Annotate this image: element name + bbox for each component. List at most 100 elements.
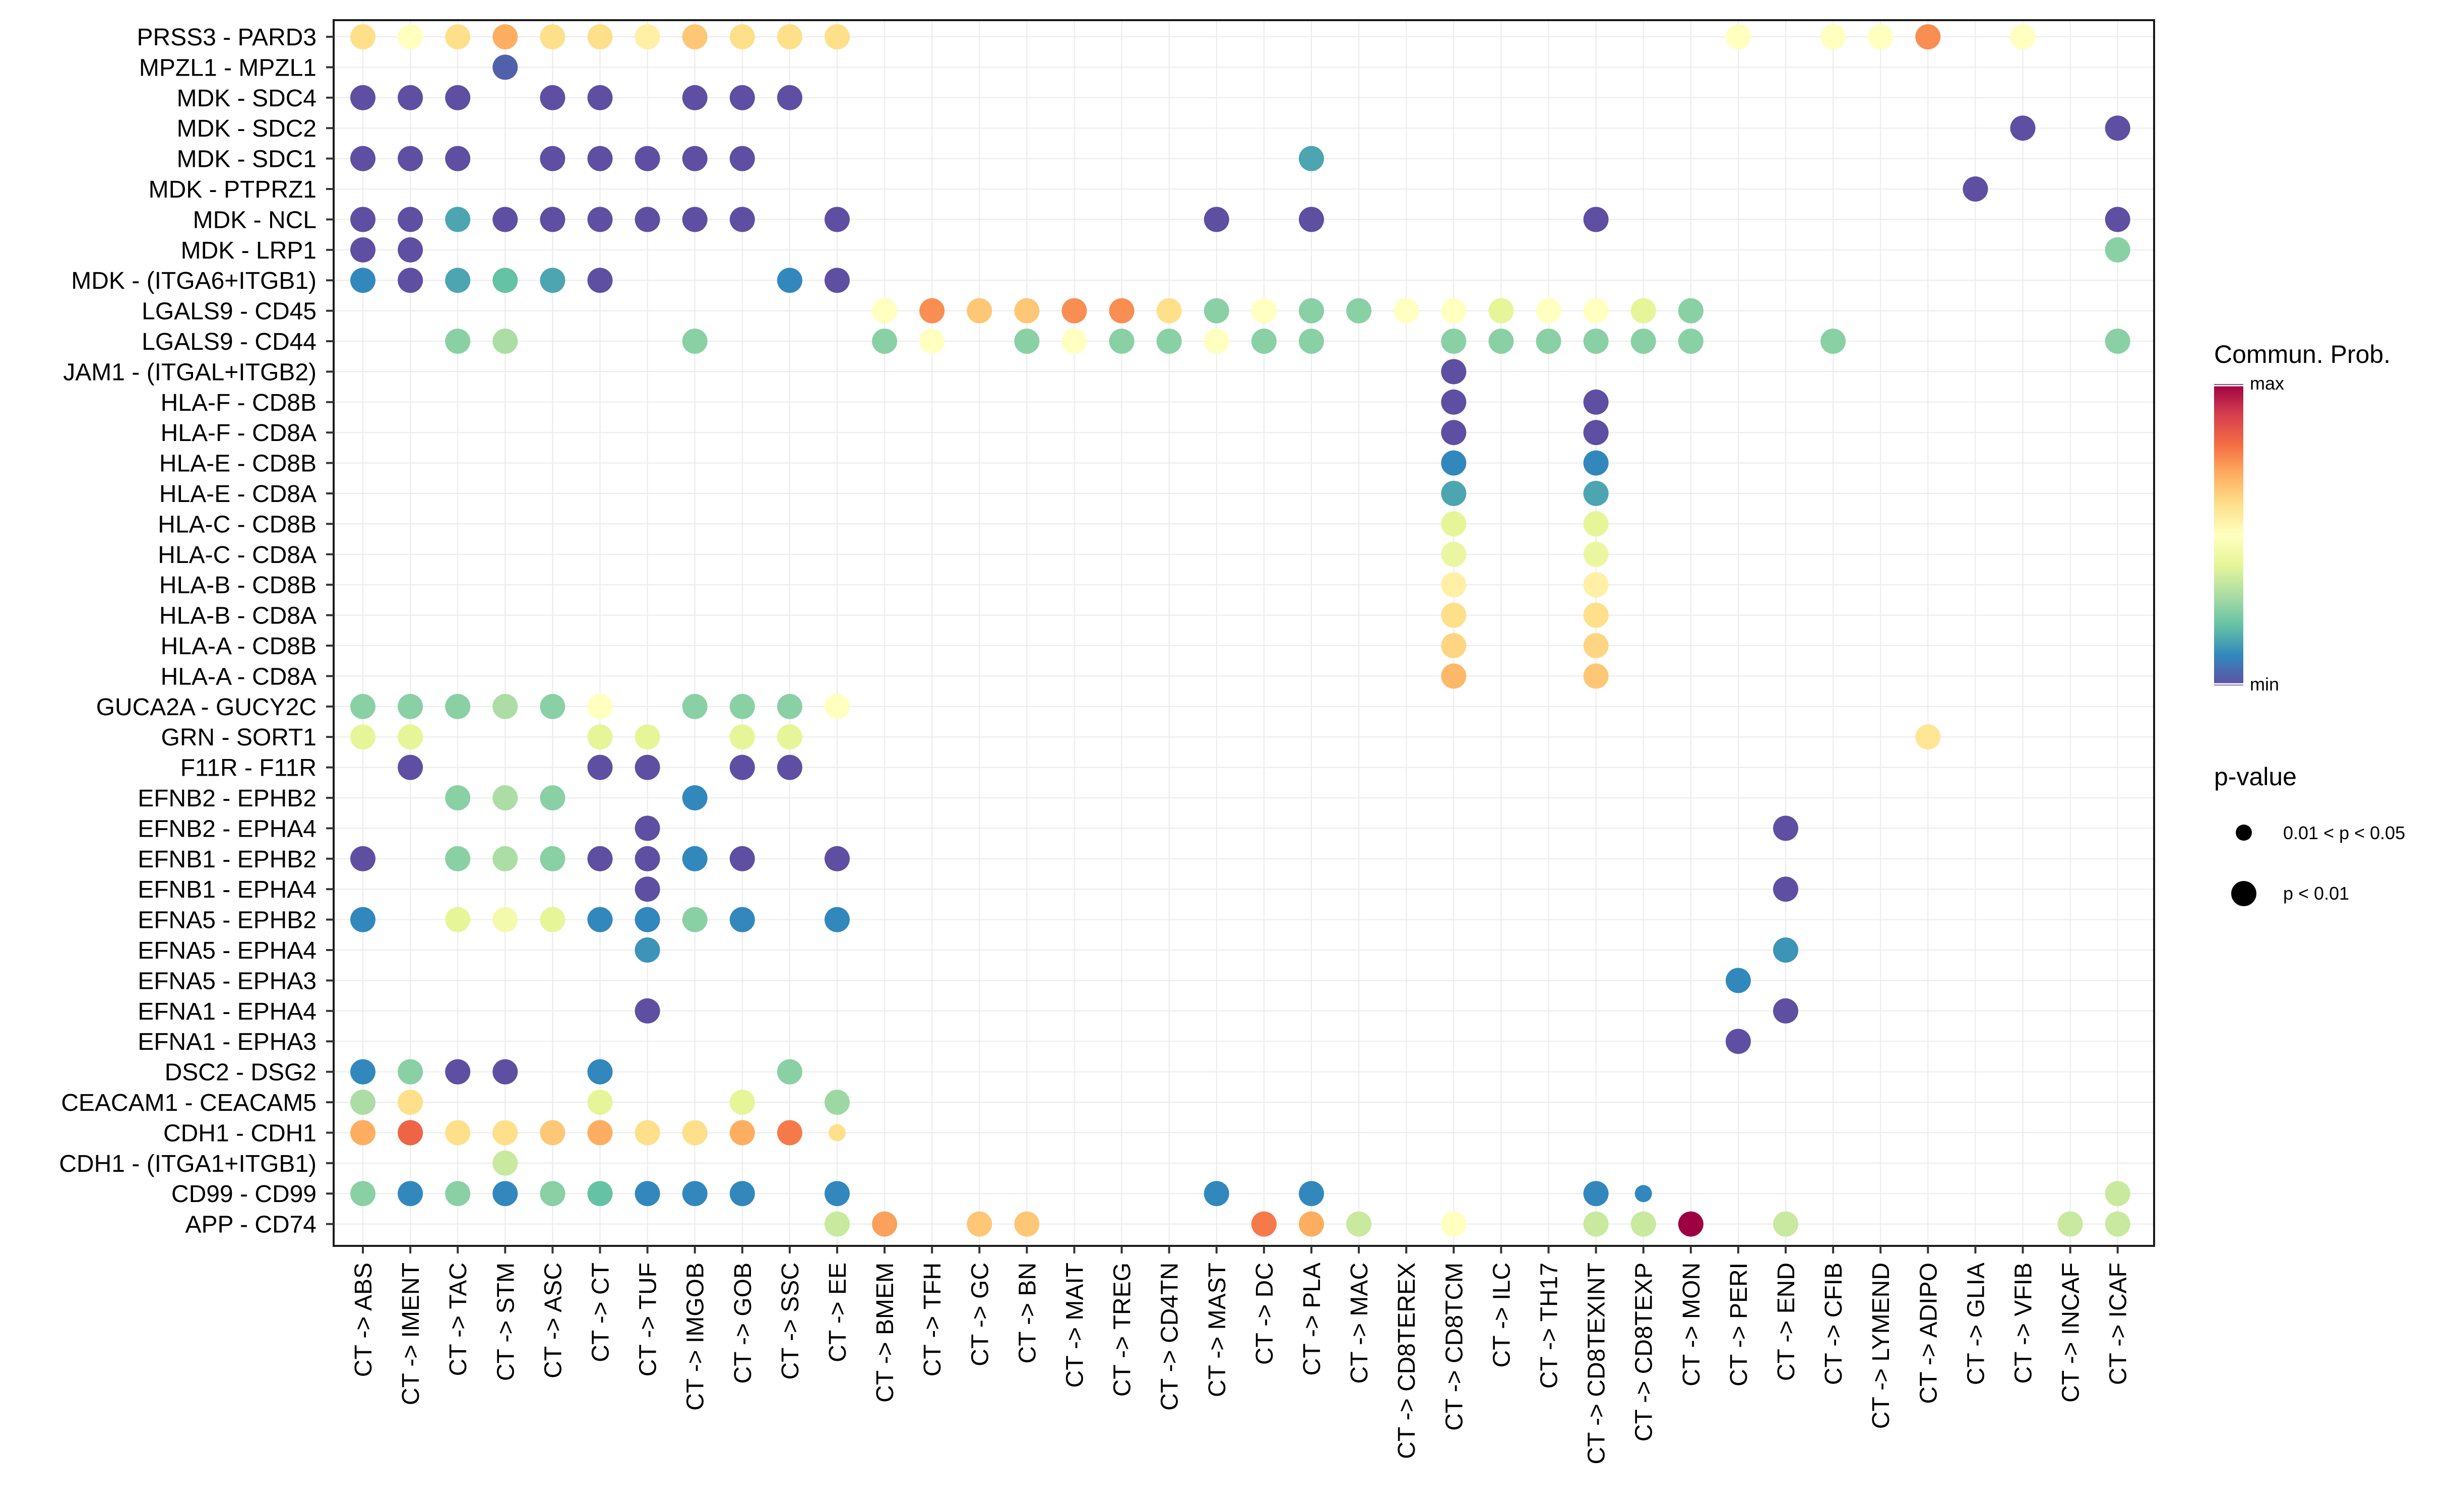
y-tick-label: HLA-F - CD8B	[161, 390, 317, 416]
x-tick-label: CT -> GC	[967, 1263, 993, 1366]
y-tick-label: HLA-B - CD8A	[159, 603, 317, 629]
y-tick-label: HLA-B - CD8B	[159, 572, 317, 599]
dot-lgals9-cd44-ct-icaf	[2105, 329, 2130, 354]
y-tick-label: MDK - PTPRZ1	[149, 176, 317, 203]
dot-cd99-cd99-ct-tuf	[635, 1181, 660, 1207]
x-tick-label: CT -> ADIPO	[1915, 1263, 1942, 1404]
x-tick-label: CT -> ICAF	[2105, 1263, 2132, 1385]
dot-grn-sort1-ct-ct	[587, 724, 613, 750]
dot-hla-f-cd8b-ct-cd8texint	[1583, 389, 1609, 415]
dot-mdk-ncl-ct-ee	[825, 207, 850, 232]
plot-panel-border	[333, 19, 2155, 1247]
dot-mdk-itga6-itgb1-ct-stm	[492, 268, 518, 293]
y-tick-label: MDK - (ITGA6+ITGB1)	[71, 268, 317, 294]
dot-lgals9-cd44-ct-th17	[1536, 329, 1561, 354]
dot-app-cd74-ct-mac	[1346, 1211, 1372, 1237]
dot-prss3-pard3-ct-adipo	[1915, 24, 1941, 49]
dot-mdk-lrp1-ct-iment	[398, 237, 423, 263]
x-tick-label: CT -> MAST	[1204, 1263, 1231, 1397]
x-tick-label: CT -> ILC	[1488, 1263, 1515, 1368]
dot-app-cd74-ct-dc	[1251, 1211, 1277, 1237]
x-tick-label: CT -> DC	[1251, 1263, 1278, 1365]
x-tick-label: CT -> CD4TN	[1157, 1263, 1183, 1411]
dot-mdk-sdc1-ct-pla	[1299, 146, 1324, 171]
x-axis-labels: CT -> ABS CT -> IMENT CT -> TAC CT -> STM CT…	[350, 1246, 2132, 1465]
dot-cd99-cd99-ct-pla	[1299, 1181, 1324, 1207]
x-tick-label: CT -> BN	[1014, 1263, 1041, 1363]
dot-mdk-sdc1-ct-ct	[587, 146, 613, 171]
dot-lgals9-cd44-ct-cfib	[1820, 329, 1846, 354]
x-tick-label: CT -> SSC	[777, 1263, 804, 1380]
dot-efnb1-ephb2-ct-asc	[540, 846, 565, 871]
dot-app-cd74-ct-bn	[1014, 1211, 1040, 1237]
dot-efna5-epha4-ct-tuf	[635, 937, 660, 963]
dot-lgals9-cd44-ct-mast	[1204, 329, 1229, 354]
dot-lgals9-cd45-ct-dc	[1251, 298, 1277, 324]
y-tick-label: APP - CD74	[185, 1212, 317, 1238]
dot-hla-a-cd8a-ct-cd8tcm	[1441, 663, 1467, 689]
dot-efna1-epha3-ct-peri	[1725, 1029, 1751, 1054]
dot-efnb1-ephb2-ct-tac	[445, 846, 471, 871]
dot-grn-sort1-ct-abs	[350, 724, 375, 750]
dot-hla-f-cd8a-ct-cd8tcm	[1441, 420, 1467, 446]
y-tick-label: MDK - LRP1	[181, 237, 317, 264]
x-tick-label: CT -> MAC	[1346, 1263, 1373, 1383]
color-legend-min-label: min	[2250, 674, 2279, 695]
dot-mdk-sdc1-ct-gob	[729, 146, 755, 171]
dot-efnb2-ephb2-ct-asc	[540, 785, 565, 810]
dot-mdk-sdc4-ct-tac	[445, 85, 471, 110]
dot-mdk-itga6-itgb1-ct-asc	[540, 268, 565, 293]
dot-efnb2-epha4-ct-tuf	[635, 815, 660, 841]
dot-efnb1-ephb2-ct-imgob	[682, 846, 708, 871]
y-tick-label: HLA-E - CD8A	[159, 481, 317, 508]
dot-lgals9-cd44-ct-tac	[445, 329, 471, 354]
y-tick-label: PRSS3 - PARD3	[137, 24, 317, 51]
y-tick-label: EFNA1 - EPHA3	[138, 1029, 317, 1055]
dot-ceacam1-ceacam5-ct-ct	[587, 1090, 613, 1115]
dot-lgals9-cd44-ct-mon	[1678, 329, 1704, 354]
dot-grn-sort1-ct-ssc	[777, 724, 802, 750]
dot-dsc2-dsg2-ct-stm	[492, 1059, 518, 1085]
dot-mdk-sdc1-ct-imgob	[682, 146, 708, 171]
dot-mdk-sdc4-ct-ssc	[777, 85, 802, 110]
dot-hla-e-cd8b-ct-cd8tcm	[1441, 450, 1467, 476]
dot-hla-c-cd8a-ct-cd8texint	[1583, 541, 1609, 567]
dot-lgals9-cd44-ct-bmem	[872, 329, 898, 354]
y-tick-label: EFNA5 - EPHA3	[138, 968, 317, 994]
dot-mdk-sdc4-ct-abs	[350, 85, 375, 110]
dot-lgals9-cd44-ct-cd8texint	[1583, 329, 1609, 354]
dot-lgals9-cd44-ct-imgob	[682, 329, 708, 354]
dot-prss3-pard3-ct-lymend	[1868, 24, 1894, 49]
color-legend-max-label: max	[2250, 373, 2284, 394]
dot-mdk-ncl-ct-gob	[729, 207, 755, 232]
y-tick-label: HLA-F - CD8A	[161, 420, 317, 447]
dot-grn-sort1-ct-iment	[398, 724, 423, 750]
dot-cd99-cd99-ct-gob	[729, 1181, 755, 1207]
dot-mdk-ptprz1-ct-glia	[1963, 176, 1988, 202]
dot-guca2a-gucy2c-ct-gob	[729, 694, 755, 719]
dot-guca2a-gucy2c-ct-stm	[492, 694, 518, 719]
dot-lgals9-cd44-ct-treg	[1109, 329, 1135, 354]
dot-ceacam1-ceacam5-ct-iment	[398, 1090, 423, 1115]
x-tick-label: CT -> EE	[825, 1263, 851, 1362]
dot-cdh1-cdh1-ct-stm	[492, 1120, 518, 1146]
dot-mdk-sdc4-ct-imgob	[682, 85, 708, 110]
dot-prss3-pard3-ct-tuf	[635, 24, 660, 49]
dot-lgals9-cd44-ct-pla	[1299, 329, 1324, 354]
dot-prss3-pard3-ct-stm	[492, 24, 518, 49]
dot-dsc2-dsg2-ct-ct	[587, 1059, 613, 1085]
dot-efnb1-ephb2-ct-abs	[350, 846, 375, 871]
color-legend-title: Commun. Prob.	[2214, 340, 2390, 368]
dot-mdk-sdc4-ct-asc	[540, 85, 565, 110]
dot-efna5-ephb2-ct-ee	[825, 907, 850, 932]
dot-jam1-itgal-itgb2-ct-cd8tcm	[1441, 359, 1467, 385]
dot-mdk-sdc4-ct-ct	[587, 85, 613, 110]
dot-mdk-ncl-ct-tac	[445, 207, 471, 232]
dot-prss3-pard3-ct-imgob	[682, 24, 708, 49]
dot-ceacam1-ceacam5-ct-abs	[350, 1090, 375, 1115]
dot-lgals9-cd45-ct-th17	[1536, 298, 1561, 324]
dot-hla-c-cd8b-ct-cd8tcm	[1441, 511, 1467, 537]
x-tick-label: CT -> BMEM	[872, 1263, 899, 1403]
p-value-legend-large-label: p < 0.01	[2283, 883, 2349, 904]
dot-hla-b-cd8a-ct-cd8texint	[1583, 602, 1609, 628]
